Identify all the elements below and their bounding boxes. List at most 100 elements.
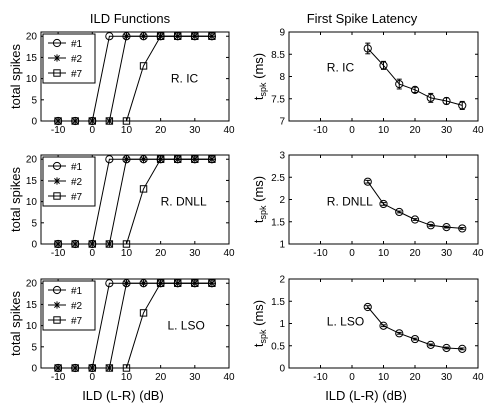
panel-annotation: L. LSO [327, 314, 364, 328]
axes-box [288, 154, 479, 245]
y-axis-label-unit: (ms) [251, 176, 266, 206]
y-tick-label: 7.5 [271, 94, 285, 105]
y-tick-label: 7 [279, 117, 285, 128]
y-tick-label: 0 [279, 364, 285, 375]
y-tick-label: 2 [279, 275, 285, 286]
y-tick-label: 0 [31, 117, 37, 128]
x-tick-label: 0 [89, 372, 95, 383]
data-point [139, 279, 148, 287]
left-column-title: ILD Functions [90, 11, 171, 26]
data-point [105, 279, 114, 288]
y-tick-label: 10 [26, 74, 38, 85]
y-tick-label: 5 [31, 342, 37, 353]
x-tick-label: -10 [51, 125, 66, 136]
legend-marker [52, 38, 62, 48]
x-tick-label: 30 [441, 125, 453, 136]
axes-box [288, 278, 479, 369]
y-axis-label: total spikes [8, 290, 23, 356]
legend: #1 #2 #7 [42, 33, 96, 84]
data-point [379, 61, 388, 70]
series-line [367, 48, 463, 106]
y-tick-label: 15 [26, 176, 38, 187]
series-line [58, 158, 212, 245]
y-axis-label-main: t [251, 96, 266, 100]
y-axis-label-main: t [251, 343, 266, 347]
right-column-title: First Spike Latency [307, 11, 418, 26]
data-point [426, 93, 435, 102]
series-0 [363, 302, 467, 353]
data-point [191, 279, 199, 287]
x-tick-label: 20 [409, 248, 421, 259]
panel-annotation: R. IC [327, 61, 355, 75]
legend-label: #2 [71, 177, 83, 188]
y-tick-label: 20 [26, 155, 38, 166]
x-tick-label: 10 [378, 248, 390, 259]
x-tick-label: 30 [189, 372, 201, 383]
data-point [105, 32, 114, 41]
data-point [174, 279, 182, 287]
data-point [379, 321, 388, 330]
y-axis-label-sub: spk [258, 82, 268, 97]
legend: #1 #2 #7 [42, 156, 96, 207]
y-tick-label: 15 [26, 300, 38, 311]
x-tick-label: 40 [223, 125, 235, 136]
x-tick-label: 0 [349, 125, 355, 136]
data-point [88, 240, 96, 248]
legend-marker [53, 316, 61, 324]
x-tick-label: 20 [155, 125, 167, 136]
x-tick-label: 0 [349, 248, 355, 259]
data-point [395, 329, 404, 338]
data-point [410, 334, 420, 344]
x-tick-label: -10 [313, 248, 328, 259]
y-axis-label: total spikes [8, 43, 23, 109]
data-point [156, 155, 165, 163]
data-point [139, 155, 148, 163]
data-point [105, 240, 114, 248]
panel-lat-dnll: -10 0 10 20 30 40 1 1.5 2 2.5 3 tspk (ms) R. DNLL [251, 151, 484, 260]
y-tick-label: 2.5 [271, 173, 285, 184]
data-point [395, 79, 404, 89]
y-axis-label: tspk (ms) [251, 300, 268, 347]
data-point [426, 340, 435, 349]
series-0 [363, 42, 467, 110]
y-tick-label: 1.5 [271, 297, 285, 308]
y-axis-label-unit: (ms) [251, 53, 266, 83]
data-point [410, 215, 420, 224]
y-axis-label-sub: spk [258, 329, 268, 344]
data-point [122, 155, 131, 163]
x-tick-label: 20 [155, 372, 167, 383]
y-tick-label: 5 [31, 95, 37, 106]
legend-marker [53, 192, 61, 200]
data-point [71, 117, 79, 125]
y-tick-label: 8 [279, 72, 285, 83]
series-line [58, 35, 212, 122]
y-tick-label: 5 [31, 218, 37, 229]
y-tick-label: 1 [279, 240, 285, 251]
data-point [191, 32, 199, 40]
legend-label: #1 [71, 162, 83, 173]
data-point [458, 344, 467, 353]
data-point [88, 117, 96, 125]
data-point [139, 32, 148, 40]
data-point [105, 155, 114, 164]
data-point [122, 279, 131, 287]
y-tick-label: 15 [26, 53, 38, 64]
panel-annotation: R. DNLL [327, 195, 373, 209]
data-point [363, 177, 372, 186]
y-tick-label: 10 [26, 321, 38, 332]
x-tick-label: -10 [51, 248, 66, 259]
series-n7 [54, 32, 216, 125]
legend-marker [52, 161, 62, 171]
y-axis-label-main: t [251, 219, 266, 223]
x-tick-label: 30 [441, 372, 453, 383]
y-tick-label: 1 [279, 319, 285, 330]
left-x-axis-label: ILD (L-R) (dB) [82, 388, 164, 403]
panel-annotation: R. IC [171, 72, 199, 86]
panel-lat-lso: -10 0 10 20 30 40 0 0.5 1 1.5 2 tspk (ms) L. LSO [251, 275, 484, 384]
data-point [208, 32, 216, 40]
x-tick-label: 40 [223, 372, 235, 383]
x-tick-label: 10 [378, 372, 390, 383]
data-point [105, 117, 114, 125]
